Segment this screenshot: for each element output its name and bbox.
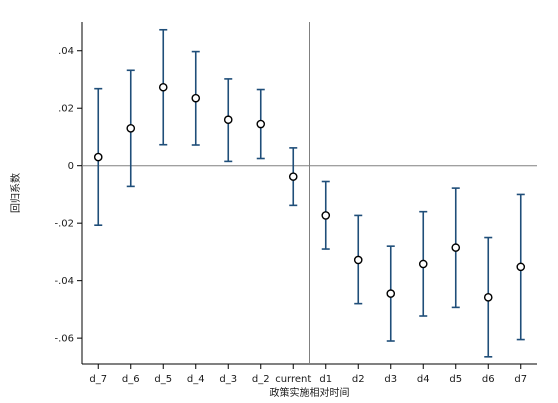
x-tick-label: d2 — [352, 374, 365, 385]
point-estimate — [321, 211, 331, 220]
x-tick-label: d4 — [417, 374, 430, 385]
x-tick-label: d_2 — [252, 374, 270, 385]
y-tick-label: -.04 — [54, 276, 74, 287]
point-estimate — [158, 82, 168, 92]
x-axis-label: 政策实施相对时间 — [270, 386, 350, 399]
point-estimate — [386, 289, 396, 298]
y-tick-label: .04 — [58, 46, 74, 57]
x-tick-label: d5 — [449, 374, 462, 385]
x-tick-label: d_6 — [122, 374, 140, 385]
y-tick-label: 0 — [68, 161, 74, 172]
point-estimate — [451, 243, 461, 252]
point-estimates — [93, 82, 526, 302]
x-tick-label: current — [275, 374, 311, 385]
point-estimate — [93, 152, 103, 162]
y-axis-label: 回归系数 — [9, 173, 22, 213]
axes — [77, 22, 537, 369]
y-tick-label: .02 — [58, 104, 74, 115]
reference-lines — [82, 22, 537, 364]
x-tick-label: d1 — [319, 374, 332, 385]
point-estimate — [256, 119, 266, 129]
x-tick-label: d_4 — [187, 374, 205, 385]
point-estimate — [483, 293, 493, 302]
x-tick-label: d7 — [514, 374, 527, 385]
tick-labels: .04 .02 0 -.02 -.04 -.06 d_7 d_6 d_5 d_4 d_3 d_2 cur… — [54, 46, 527, 385]
y-tick-label: -.02 — [54, 219, 74, 230]
x-tick-label: d_7 — [89, 374, 107, 385]
x-tick-label: d_5 — [154, 374, 172, 385]
point-estimate — [191, 93, 201, 103]
y-tick-label: -.06 — [54, 334, 74, 345]
x-tick-label: d_3 — [219, 374, 237, 385]
point-estimate — [223, 115, 233, 125]
point-estimate — [418, 259, 428, 269]
point-estimate — [516, 262, 526, 272]
point-estimate — [288, 172, 298, 181]
point-estimate — [353, 255, 363, 265]
x-tick-label: d3 — [384, 374, 397, 385]
x-tick-label: d6 — [482, 374, 495, 385]
point-estimate — [126, 124, 136, 133]
